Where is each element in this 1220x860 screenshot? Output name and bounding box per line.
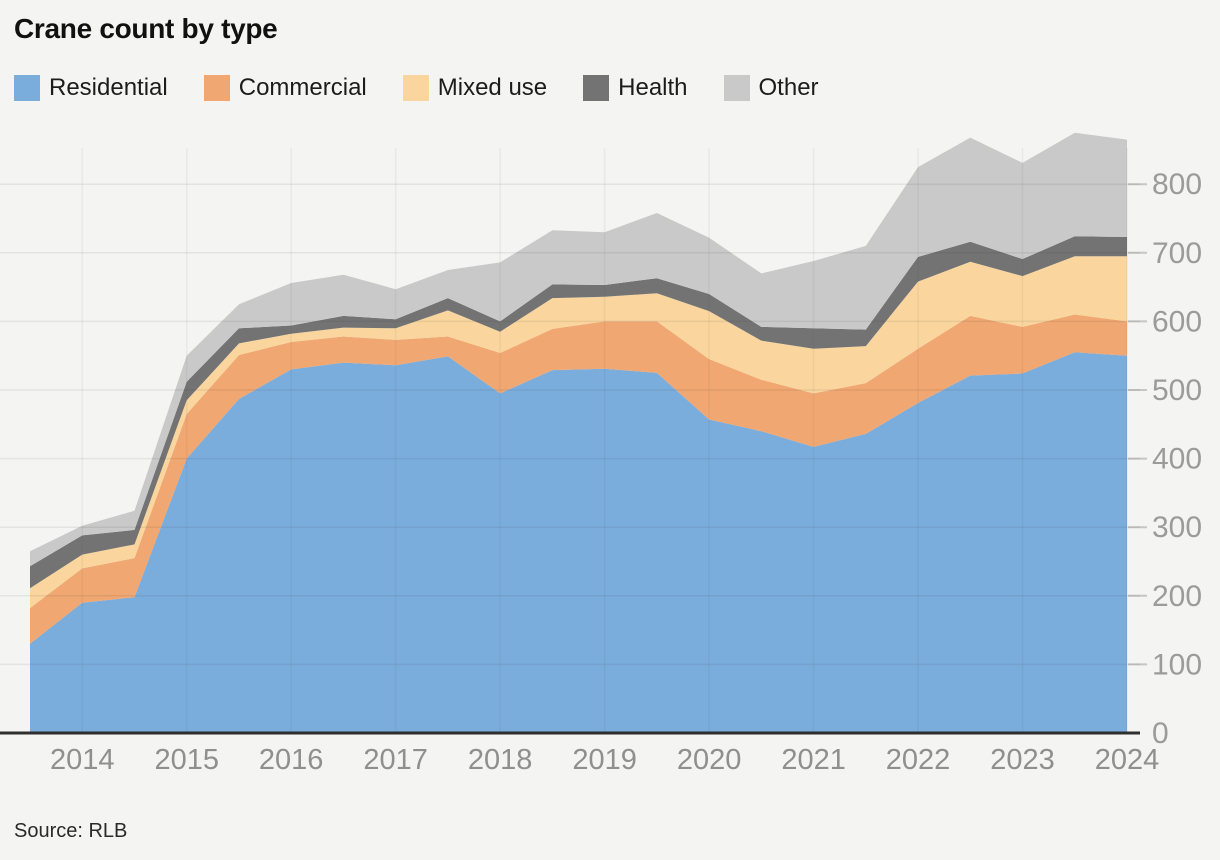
legend-label: Mixed use <box>437 74 548 101</box>
x-tick-label: 2016 <box>259 744 324 776</box>
y-tick-label: 700 <box>1152 237 1202 270</box>
x-tick-label: 2023 <box>990 744 1055 776</box>
legend-label: Health <box>618 74 688 101</box>
y-tick-label: 0 <box>1152 717 1169 750</box>
horizontal-gridlines <box>0 183 1147 666</box>
y-tick-label: 300 <box>1152 511 1202 544</box>
legend-item-health: Health <box>583 74 688 102</box>
x-tick-label: 2020 <box>677 744 742 776</box>
band-residential <box>30 352 1127 733</box>
commercial-swatch-icon <box>203 75 230 101</box>
x-tick-label: 2019 <box>572 744 637 776</box>
x-tick-label: 2022 <box>886 744 951 776</box>
legend-item-commercial: Commercial <box>203 74 367 102</box>
x-axis-labels: 2014 2015 2016 2017 2018 2019 2020 2021 2022 2023… <box>50 744 1159 776</box>
legend-label: Residential <box>49 74 168 101</box>
band-health <box>30 236 1127 589</box>
x-tick-label: 2021 <box>781 744 846 776</box>
other-swatch-icon <box>723 75 750 101</box>
vertical-year-gridlines <box>81 148 1128 733</box>
legend-label: Other <box>758 74 819 101</box>
health-swatch-icon <box>583 75 610 101</box>
y-tick-label: 600 <box>1152 305 1202 338</box>
y-tick-label: 200 <box>1152 580 1202 613</box>
x-tick-label: 2017 <box>363 744 428 776</box>
residential-swatch-icon <box>14 75 40 101</box>
y-tick-label: 400 <box>1152 443 1202 476</box>
area-bands <box>30 132 1127 733</box>
band-mixed-use <box>30 256 1127 609</box>
legend-item-other: Other <box>723 74 819 102</box>
x-tick-label: 2014 <box>50 744 115 776</box>
mixed-use-swatch-icon <box>402 75 429 101</box>
page-title: Crane count by type <box>14 13 278 44</box>
source-note: Source: RLB <box>14 820 128 842</box>
chart-legend: Residential Commercial Mixed use Health … <box>14 74 819 102</box>
band-commercial <box>30 314 1127 644</box>
legend-item-mixed-use: Mixed use <box>402 74 548 102</box>
y-axis-labels: 0 100 200 300 400 500 600 700 800 <box>1152 168 1202 750</box>
x-tick-label: 2018 <box>468 744 533 776</box>
y-tick-label: 100 <box>1152 648 1202 681</box>
legend-label: Commercial <box>238 74 367 101</box>
x-tick-label: 2015 <box>154 744 219 776</box>
y-tick-label: 800 <box>1152 168 1202 201</box>
y-tick-label: 500 <box>1152 374 1202 407</box>
band-other <box>30 132 1127 567</box>
x-tick-label: 2024 <box>1095 744 1160 776</box>
legend-item-residential: Residential <box>14 74 168 102</box>
